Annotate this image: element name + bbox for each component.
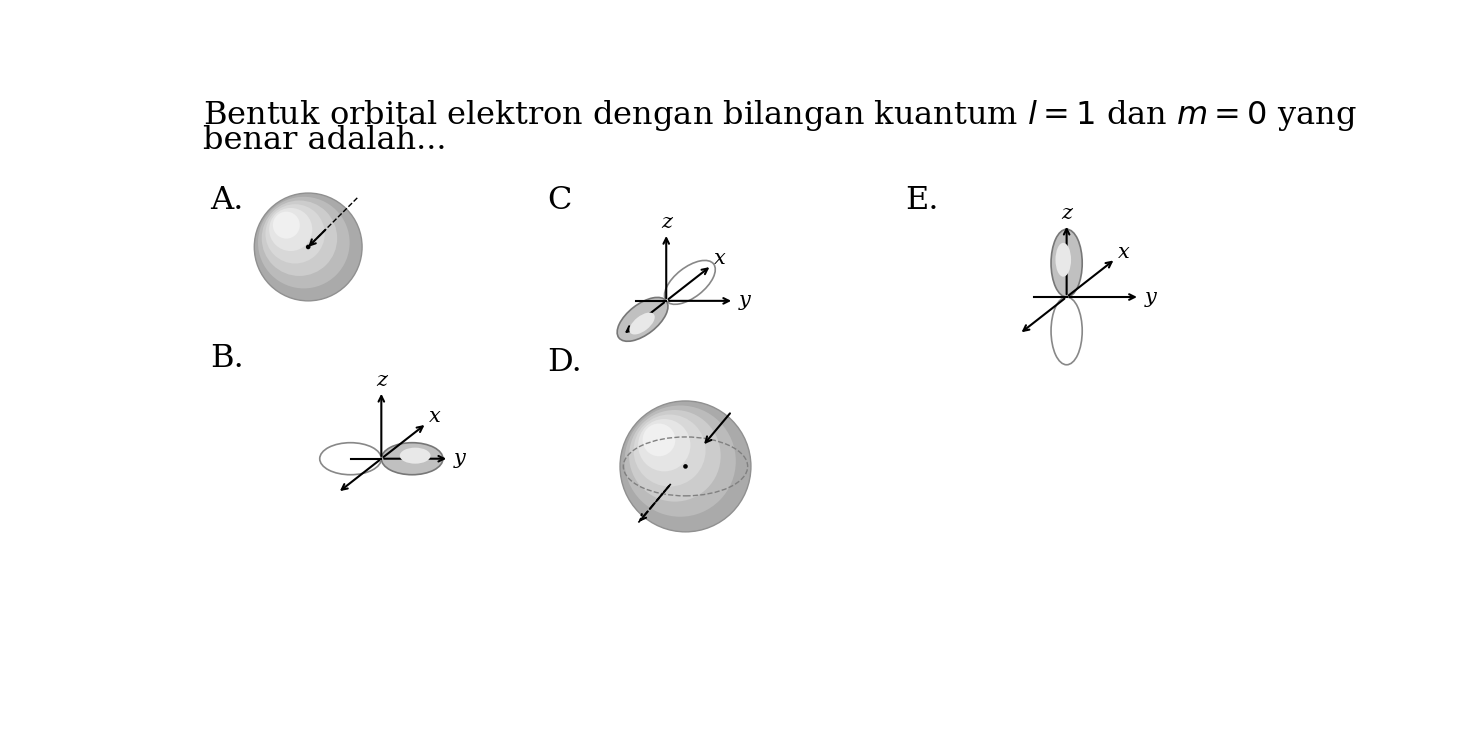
Circle shape [625, 405, 736, 517]
Circle shape [270, 208, 312, 251]
Text: benar adalah...: benar adalah... [203, 125, 446, 157]
Circle shape [629, 410, 721, 502]
Text: Bentuk orbital elektron dengan bilangan kuantum $l = 1$ dan $m = 0$ yang: Bentuk orbital elektron dengan bilangan … [203, 98, 1357, 133]
Text: x: x [714, 249, 726, 268]
Ellipse shape [618, 297, 668, 342]
Text: A.: A. [210, 185, 244, 216]
Text: x: x [429, 407, 441, 426]
Ellipse shape [1052, 229, 1083, 297]
Text: z: z [1060, 204, 1072, 222]
Text: E.: E. [905, 185, 939, 216]
Ellipse shape [665, 261, 715, 304]
Circle shape [683, 464, 687, 469]
Text: B.: B. [210, 343, 244, 374]
Circle shape [258, 197, 350, 288]
Circle shape [638, 419, 690, 471]
Text: y: y [455, 449, 465, 468]
Text: y: y [739, 291, 751, 310]
Circle shape [307, 245, 311, 249]
Ellipse shape [320, 443, 381, 475]
Circle shape [273, 212, 299, 239]
Circle shape [621, 401, 751, 532]
Text: z: z [661, 213, 672, 232]
Text: z: z [376, 371, 387, 389]
Circle shape [634, 414, 705, 487]
Text: x: x [1118, 243, 1130, 261]
Circle shape [255, 193, 361, 301]
Ellipse shape [400, 448, 431, 464]
Text: y: y [1145, 288, 1157, 306]
Ellipse shape [381, 443, 443, 475]
Text: C: C [546, 185, 572, 216]
Text: D.: D. [546, 347, 582, 378]
Circle shape [643, 423, 675, 456]
Circle shape [265, 204, 324, 264]
Ellipse shape [629, 312, 655, 335]
Ellipse shape [1052, 297, 1083, 365]
Ellipse shape [1056, 243, 1071, 276]
Circle shape [262, 201, 338, 276]
